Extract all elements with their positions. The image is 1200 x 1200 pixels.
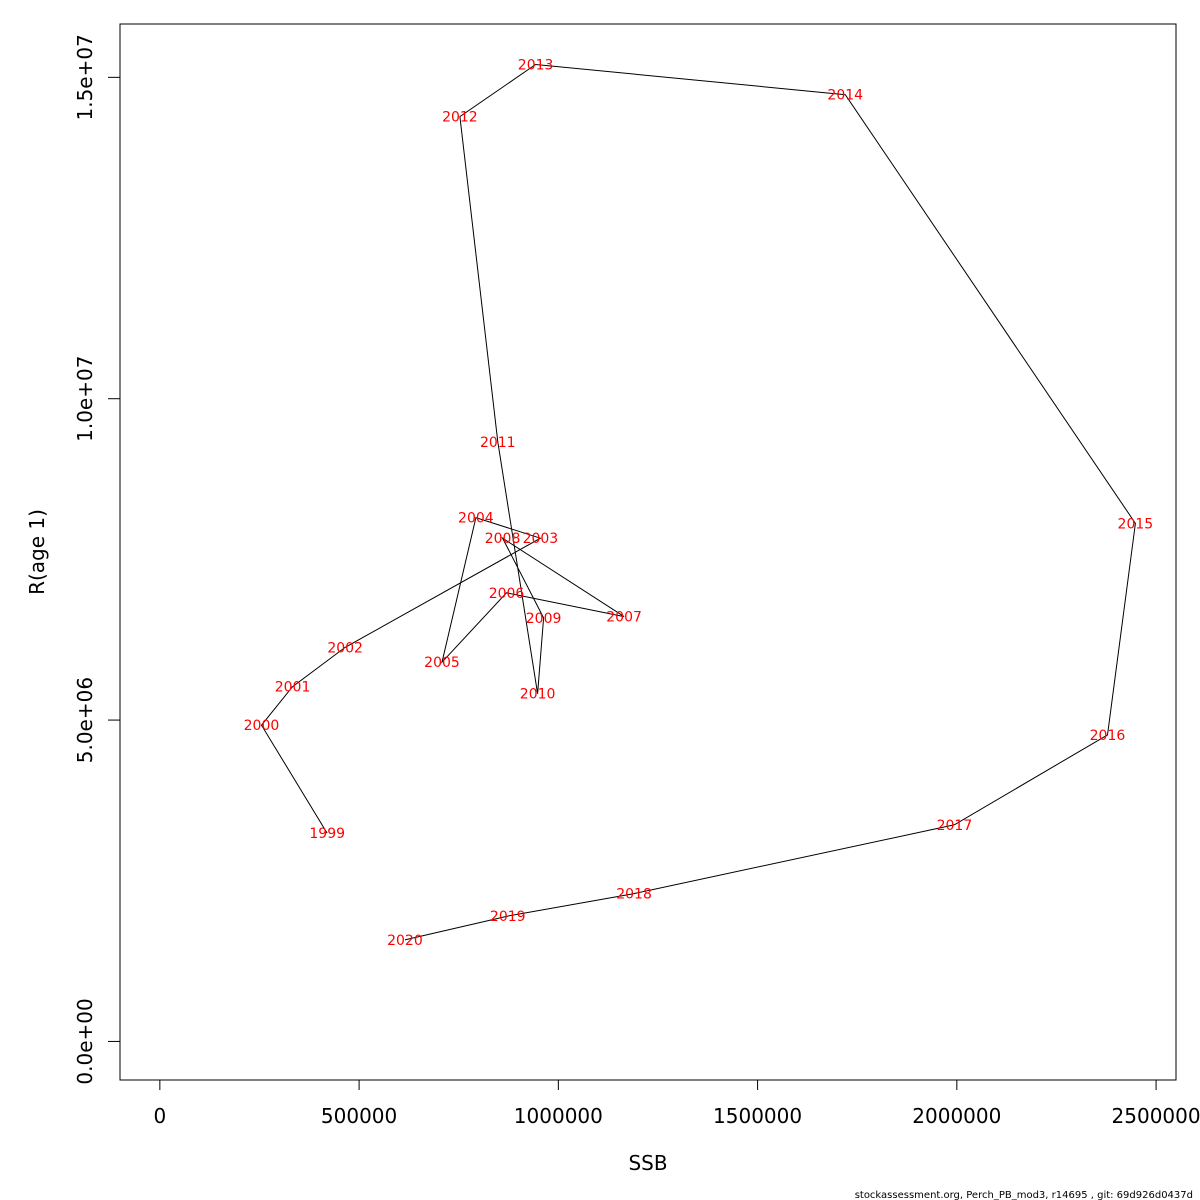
- point-label-2003: 2003: [523, 531, 559, 547]
- point-label-2020: 2020: [387, 933, 423, 949]
- x-tick-label: 1000000: [514, 1104, 603, 1128]
- point-label-2002: 2002: [327, 640, 363, 656]
- point-label-2000: 2000: [244, 718, 280, 734]
- point-label-2010: 2010: [520, 687, 556, 703]
- point-label-2011: 2011: [480, 435, 516, 451]
- point-label-2005: 2005: [424, 655, 460, 671]
- x-axis: 0 500000 1000000 1500000 2000000 2500000: [153, 1079, 1200, 1128]
- footer-credit: stockassessment.org, Perch_PB_mod3, r146…: [855, 1190, 1193, 1200]
- x-tick-label: 2000000: [912, 1104, 1001, 1128]
- y-tick-label: 0.0e+00: [73, 998, 97, 1084]
- sr-series-line: [260, 63, 1136, 941]
- x-tick-label: 0: [153, 1104, 166, 1128]
- y-tick-label: 1.5e+07: [73, 34, 97, 120]
- point-label-2017: 2017: [937, 818, 973, 834]
- plot-frame: [119, 23, 1177, 1081]
- year-labels: 1999 2000 2001 2002 2003 2004 2005 2006 2007 2008…: [244, 57, 1154, 948]
- point-label-2012: 2012: [442, 110, 478, 126]
- point-label-1999: 1999: [309, 826, 345, 842]
- point-label-2018: 2018: [616, 887, 652, 903]
- point-label-2004: 2004: [458, 511, 494, 527]
- y-tick-label: 1.0e+07: [73, 356, 97, 442]
- point-label-2013: 2013: [518, 57, 554, 73]
- x-tick-label: 2500000: [1112, 1104, 1200, 1128]
- sr-series: [260, 63, 1136, 941]
- y-axis-title: R(age 1): [25, 509, 49, 595]
- x-tick-label: 1500000: [713, 1104, 802, 1128]
- y-axis: 0.0e+00 5.0e+06 1.0e+07 1.5e+07: [73, 34, 121, 1085]
- point-label-2009: 2009: [526, 611, 562, 627]
- point-label-2007: 2007: [606, 610, 642, 626]
- point-label-2016: 2016: [1090, 728, 1126, 744]
- point-label-2019: 2019: [490, 909, 526, 925]
- point-label-2001: 2001: [275, 680, 311, 696]
- x-axis-title: SSB: [628, 1151, 667, 1175]
- point-label-2015: 2015: [1118, 516, 1154, 532]
- y-tick-label: 5.0e+06: [73, 677, 97, 763]
- x-tick-label: 500000: [321, 1104, 397, 1128]
- point-label-2006: 2006: [489, 586, 525, 602]
- point-label-2008: 2008: [485, 531, 521, 547]
- point-label-2014: 2014: [827, 88, 863, 104]
